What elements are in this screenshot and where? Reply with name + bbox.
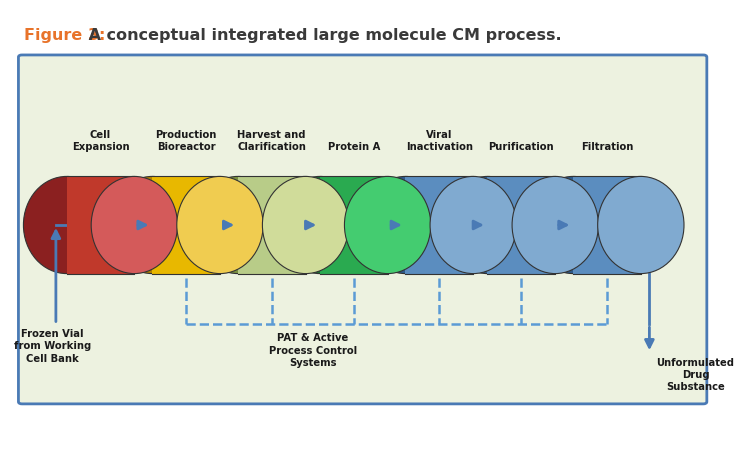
Text: A conceptual integrated large molecule CM process.: A conceptual integrated large molecule C… [83, 28, 562, 44]
Bar [152, 176, 220, 274]
Text: Production
Bioreactor: Production Bioreactor [155, 130, 217, 152]
Ellipse shape [195, 176, 281, 274]
Ellipse shape [598, 176, 684, 274]
Text: Unformulated
Drug
Substance: Unformulated Drug Substance [656, 357, 734, 392]
Bar [406, 176, 473, 274]
Bar [320, 176, 388, 274]
Text: PAT & Active
Process Control
Systems: PAT & Active Process Control Systems [268, 333, 357, 368]
Ellipse shape [430, 176, 516, 274]
Bar [573, 176, 640, 274]
Ellipse shape [530, 176, 616, 274]
Bar [67, 176, 134, 274]
Text: Frozen Vial
from Working
Cell Bank: Frozen Vial from Working Cell Bank [13, 329, 91, 364]
Ellipse shape [109, 176, 195, 274]
Ellipse shape [362, 176, 448, 274]
Text: Purification: Purification [488, 142, 554, 152]
FancyBboxPatch shape [19, 55, 706, 404]
Bar [238, 176, 305, 274]
Text: Filtration: Filtration [580, 142, 633, 152]
Ellipse shape [177, 176, 263, 274]
Ellipse shape [92, 176, 178, 274]
Text: Harvest and
Clarification: Harvest and Clarification [237, 130, 306, 152]
Text: Cell
Expansion: Cell Expansion [72, 130, 129, 152]
Ellipse shape [444, 176, 531, 274]
Ellipse shape [23, 176, 110, 274]
Ellipse shape [262, 176, 349, 274]
Text: Viral
Inactivation: Viral Inactivation [406, 130, 472, 152]
Ellipse shape [344, 176, 430, 274]
Text: Figure 3:: Figure 3: [24, 28, 106, 44]
Bar [488, 176, 555, 274]
Ellipse shape [512, 176, 598, 274]
Ellipse shape [277, 176, 363, 274]
Text: Protein A: Protein A [328, 142, 380, 152]
